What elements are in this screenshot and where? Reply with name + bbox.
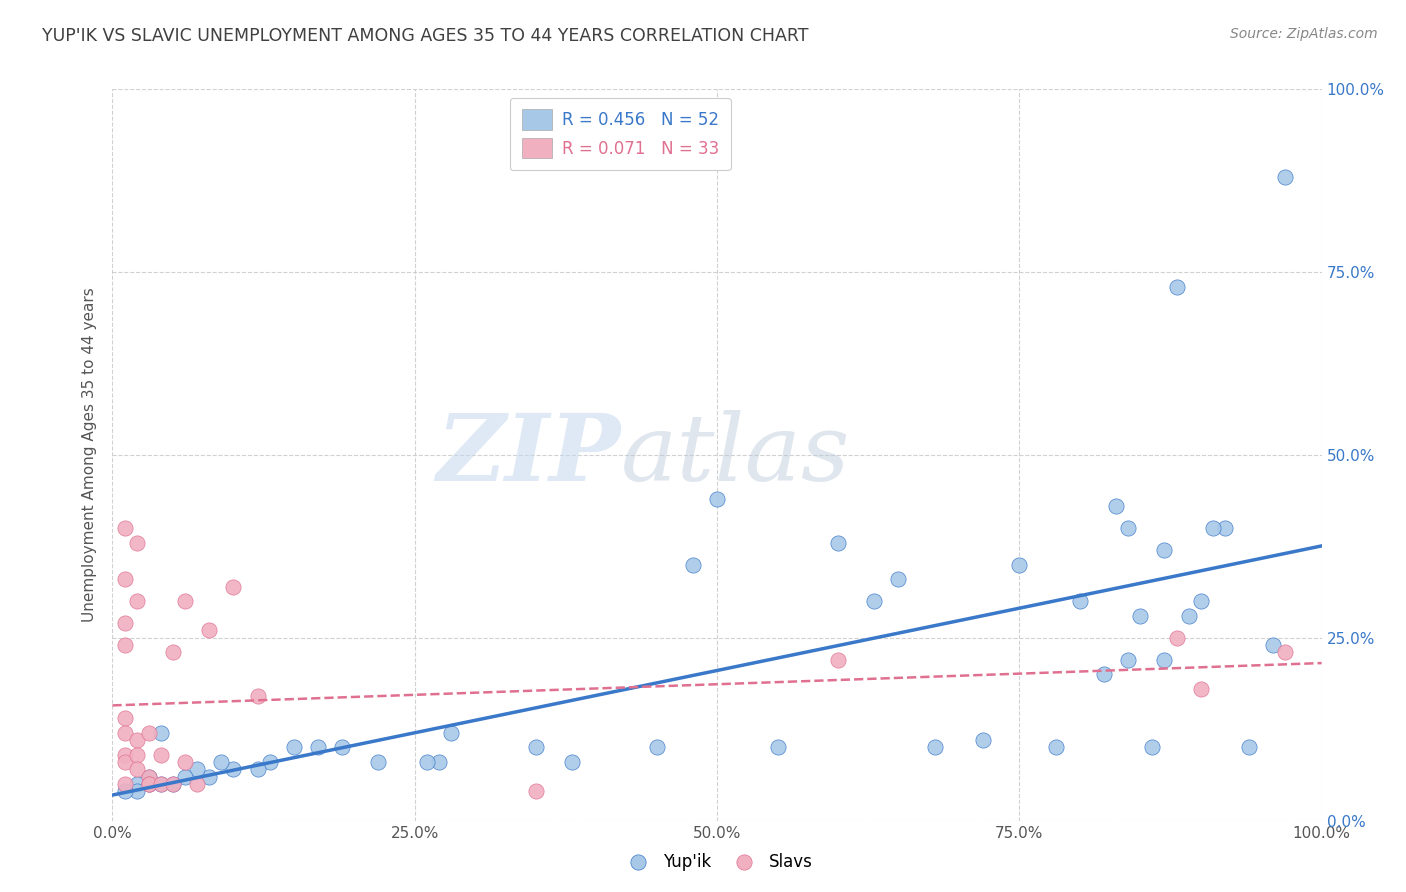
Point	[827, 535, 849, 549]
Point	[440, 726, 463, 740]
Point	[1166, 279, 1188, 293]
Point	[561, 755, 583, 769]
Text: ZIP: ZIP	[436, 410, 620, 500]
Point	[766, 740, 789, 755]
Point	[114, 572, 136, 586]
Point	[1153, 653, 1175, 667]
Point	[222, 763, 245, 777]
Point	[307, 740, 329, 755]
Point	[1008, 558, 1031, 572]
Point	[1274, 169, 1296, 184]
Point	[125, 594, 148, 608]
Point	[209, 755, 232, 769]
Point	[1045, 740, 1067, 755]
Point	[149, 726, 172, 740]
Point	[1105, 499, 1128, 513]
Point	[198, 624, 221, 638]
Legend: Yup'ik, Slavs: Yup'ik, Slavs	[614, 847, 820, 878]
Y-axis label: Unemployment Among Ages 35 to 44 years: Unemployment Among Ages 35 to 44 years	[82, 287, 97, 623]
Point	[114, 616, 136, 631]
Point	[330, 740, 353, 755]
Point	[416, 755, 439, 769]
Point	[972, 733, 994, 747]
Point	[887, 572, 910, 586]
Point	[149, 747, 172, 762]
Point	[198, 770, 221, 784]
Point	[114, 521, 136, 535]
Point	[162, 777, 184, 791]
Point	[186, 777, 208, 791]
Point	[1202, 521, 1225, 535]
Point	[524, 740, 547, 755]
Point	[149, 777, 172, 791]
Point	[174, 755, 197, 769]
Point	[114, 638, 136, 652]
Point	[138, 777, 160, 791]
Point	[125, 763, 148, 777]
Point	[924, 740, 946, 755]
Point	[524, 784, 547, 798]
Point	[367, 755, 389, 769]
Point	[827, 653, 849, 667]
Point	[1263, 638, 1285, 652]
Point	[1189, 594, 1212, 608]
Point	[1177, 608, 1199, 623]
Point	[114, 755, 136, 769]
Point	[186, 763, 208, 777]
Point	[138, 770, 160, 784]
Point	[1189, 681, 1212, 696]
Point	[138, 726, 160, 740]
Text: YUP'IK VS SLAVIC UNEMPLOYMENT AMONG AGES 35 TO 44 YEARS CORRELATION CHART: YUP'IK VS SLAVIC UNEMPLOYMENT AMONG AGES…	[42, 27, 808, 45]
Point	[162, 777, 184, 791]
Point	[1274, 645, 1296, 659]
Text: Source: ZipAtlas.com: Source: ZipAtlas.com	[1230, 27, 1378, 41]
Point	[114, 747, 136, 762]
Point	[125, 777, 148, 791]
Point	[114, 711, 136, 725]
Point	[138, 777, 160, 791]
Point	[114, 784, 136, 798]
Point	[138, 770, 160, 784]
Point	[246, 690, 269, 704]
Point	[1213, 521, 1236, 535]
Point	[259, 755, 281, 769]
Point	[138, 777, 160, 791]
Point	[114, 777, 136, 791]
Point	[1116, 653, 1139, 667]
Point	[174, 594, 197, 608]
Point	[114, 726, 136, 740]
Point	[1153, 543, 1175, 558]
Point	[863, 594, 886, 608]
Point	[645, 740, 668, 755]
Point	[1069, 594, 1091, 608]
Point	[125, 535, 148, 549]
Point	[1092, 667, 1115, 681]
Point	[222, 580, 245, 594]
Point	[283, 740, 305, 755]
Point	[1166, 631, 1188, 645]
Point	[125, 784, 148, 798]
Point	[1116, 521, 1139, 535]
Point	[174, 770, 197, 784]
Point	[246, 763, 269, 777]
Point	[1142, 740, 1164, 755]
Point	[427, 755, 450, 769]
Point	[162, 645, 184, 659]
Point	[1237, 740, 1260, 755]
Text: atlas: atlas	[620, 410, 849, 500]
Point	[125, 733, 148, 747]
Point	[1129, 608, 1152, 623]
Point	[125, 747, 148, 762]
Point	[149, 777, 172, 791]
Point	[706, 491, 728, 506]
Point	[682, 558, 704, 572]
